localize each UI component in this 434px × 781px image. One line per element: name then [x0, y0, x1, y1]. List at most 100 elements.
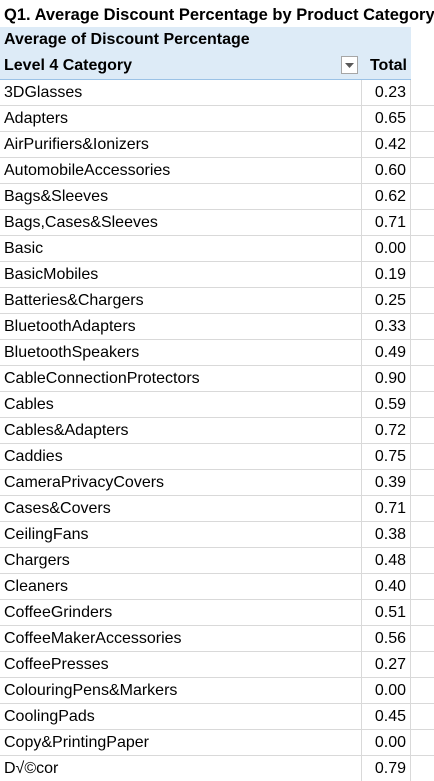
total-cell[interactable]: 0.71	[362, 496, 411, 522]
total-cell[interactable]: 0.79	[362, 756, 411, 781]
total-cell[interactable]: 0.51	[362, 600, 411, 626]
total-cell[interactable]: 0.48	[362, 548, 411, 574]
total-cell[interactable]: 0.56	[362, 626, 411, 652]
row-field-label[interactable]: Level 4 Category	[4, 57, 133, 74]
empty-cell[interactable]	[411, 236, 434, 262]
total-cell[interactable]: 0.45	[362, 704, 411, 730]
table-row: AutomobileAccessories 0.60	[0, 158, 434, 184]
category-cell[interactable]: BasicMobiles	[0, 262, 362, 288]
empty-cell[interactable]	[411, 340, 434, 366]
empty-cell[interactable]	[411, 574, 434, 600]
total-cell[interactable]: 0.27	[362, 652, 411, 678]
category-cell[interactable]: CoffeeGrinders	[0, 600, 362, 626]
total-cell[interactable]: 0.00	[362, 678, 411, 704]
total-cell[interactable]: 0.59	[362, 392, 411, 418]
empty-cell[interactable]	[411, 678, 434, 704]
total-cell[interactable]: 0.38	[362, 522, 411, 548]
category-cell[interactable]: BluetoothAdapters	[0, 314, 362, 340]
table-row: Adapters 0.65	[0, 106, 434, 132]
category-cell[interactable]: Caddies	[0, 444, 362, 470]
total-cell[interactable]: 0.33	[362, 314, 411, 340]
category-cell[interactable]: CeilingFans	[0, 522, 362, 548]
category-cell[interactable]: D√©cor	[0, 756, 362, 781]
total-cell[interactable]: 0.72	[362, 418, 411, 444]
empty-cell[interactable]	[411, 704, 434, 730]
category-cell[interactable]: Bags,Cases&Sleeves	[0, 210, 362, 236]
total-cell[interactable]: 0.75	[362, 444, 411, 470]
category-cell[interactable]: CoffeePresses	[0, 652, 362, 678]
category-cell[interactable]: ColouringPens&Markers	[0, 678, 362, 704]
total-cell[interactable]: 0.60	[362, 158, 411, 184]
category-cell[interactable]: Bags&Sleeves	[0, 184, 362, 210]
table-row: CableConnectionProtectors 0.90	[0, 366, 434, 392]
empty-cell[interactable]	[411, 470, 434, 496]
table-row: BasicMobiles 0.19	[0, 262, 434, 288]
category-cell[interactable]: Cleaners	[0, 574, 362, 600]
category-cell[interactable]: 3DGlasses	[0, 80, 362, 106]
total-cell[interactable]: 0.65	[362, 106, 411, 132]
category-cell[interactable]: CameraPrivacyCovers	[0, 470, 362, 496]
table-row: BluetoothSpeakers 0.49	[0, 340, 434, 366]
total-cell[interactable]: 0.49	[362, 340, 411, 366]
empty-cell[interactable]	[411, 80, 434, 106]
empty-cell[interactable]	[411, 600, 434, 626]
category-cell[interactable]: CoffeeMakerAccessories	[0, 626, 362, 652]
empty-cell[interactable]	[411, 652, 434, 678]
total-cell[interactable]: 0.25	[362, 288, 411, 314]
category-cell[interactable]: Batteries&Chargers	[0, 288, 362, 314]
category-cell[interactable]: AirPurifiers&Ionizers	[0, 132, 362, 158]
total-cell[interactable]: 0.71	[362, 210, 411, 236]
category-cell[interactable]: BluetoothSpeakers	[0, 340, 362, 366]
pivot-rows: 3DGlasses 0.23 Adapters 0.65 AirPurifiers&Io…	[0, 80, 434, 781]
sheet-title[interactable]: Q1. Average Discount Percentage by Produ…	[4, 6, 434, 24]
empty-cell[interactable]	[411, 548, 434, 574]
category-cell[interactable]: Cables&Adapters	[0, 418, 362, 444]
total-cell[interactable]: 0.42	[362, 132, 411, 158]
empty-cell[interactable]	[411, 288, 434, 314]
table-row: CoffeePresses 0.27	[0, 652, 434, 678]
table-row: AirPurifiers&Ionizers 0.42	[0, 132, 434, 158]
empty-cell[interactable]	[411, 626, 434, 652]
empty-cell[interactable]	[411, 132, 434, 158]
table-row: Cases&Covers 0.71	[0, 496, 434, 522]
values-field-label[interactable]: Average of Discount Percentage	[4, 31, 250, 48]
category-cell[interactable]: Cables	[0, 392, 362, 418]
category-cell[interactable]: CableConnectionProtectors	[0, 366, 362, 392]
empty-cell[interactable]	[411, 444, 434, 470]
category-cell[interactable]: Adapters	[0, 106, 362, 132]
category-cell[interactable]: Chargers	[0, 548, 362, 574]
empty-cell[interactable]	[411, 522, 434, 548]
table-row: Cleaners 0.40	[0, 574, 434, 600]
category-cell[interactable]: Basic	[0, 236, 362, 262]
empty-cell[interactable]	[411, 756, 434, 781]
total-cell[interactable]: 0.40	[362, 574, 411, 600]
empty-cell[interactable]	[411, 210, 434, 236]
category-cell[interactable]: Copy&PrintingPaper	[0, 730, 362, 756]
empty-cell[interactable]	[411, 262, 434, 288]
category-cell[interactable]: AutomobileAccessories	[0, 158, 362, 184]
total-cell[interactable]: 0.39	[362, 470, 411, 496]
empty-cell[interactable]	[411, 184, 434, 210]
empty-cell[interactable]	[411, 496, 434, 522]
table-row: Bags,Cases&Sleeves 0.71	[0, 210, 434, 236]
row-filter-button[interactable]	[341, 56, 358, 74]
empty-cell[interactable]	[411, 730, 434, 756]
empty-cell[interactable]	[411, 314, 434, 340]
empty-cell[interactable]	[411, 392, 434, 418]
table-row: Copy&PrintingPaper 0.00	[0, 730, 434, 756]
total-cell[interactable]: 0.00	[362, 236, 411, 262]
category-cell[interactable]: CoolingPads	[0, 704, 362, 730]
empty-cell[interactable]	[411, 418, 434, 444]
total-cell[interactable]: 0.90	[362, 366, 411, 392]
total-cell[interactable]: 0.19	[362, 262, 411, 288]
empty-cell[interactable]	[411, 158, 434, 184]
total-cell[interactable]: 0.00	[362, 730, 411, 756]
empty-cell[interactable]	[411, 106, 434, 132]
category-cell[interactable]: Cases&Covers	[0, 496, 362, 522]
empty-cell[interactable]	[411, 366, 434, 392]
total-cell[interactable]: 0.62	[362, 184, 411, 210]
total-column-header[interactable]: Total	[369, 57, 407, 74]
table-row: D√©cor 0.79	[0, 756, 434, 781]
total-cell[interactable]: 0.23	[362, 80, 411, 106]
